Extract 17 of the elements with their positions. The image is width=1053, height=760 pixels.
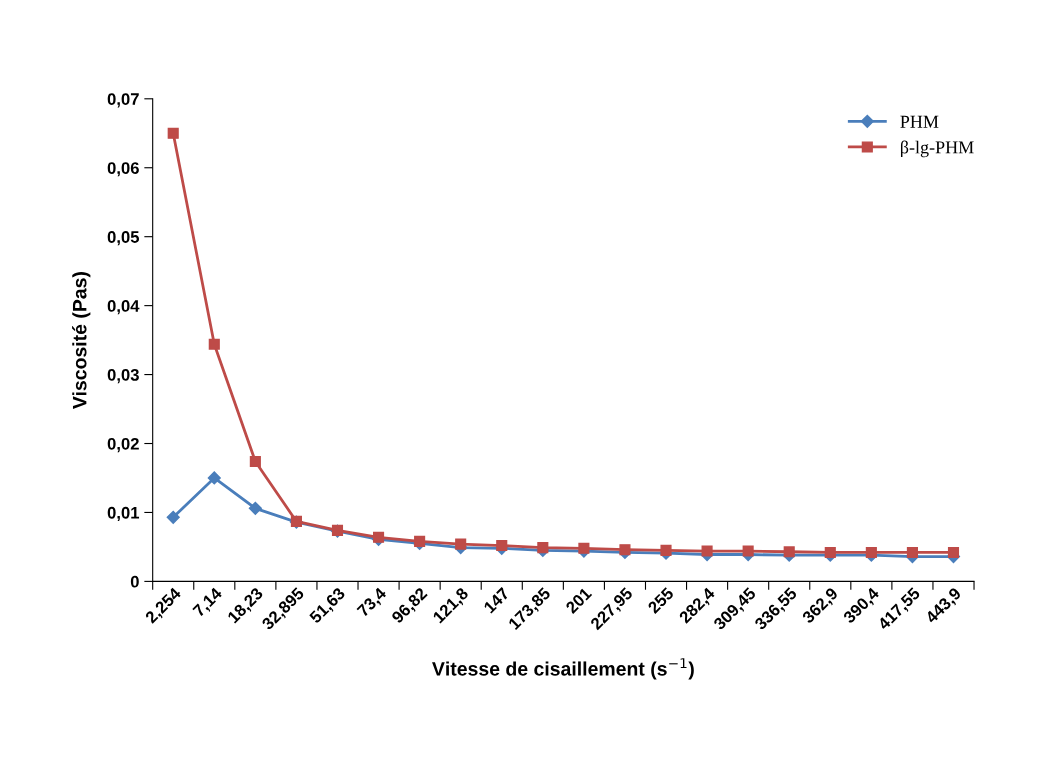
y-tick-label: 0,07 [107, 93, 139, 108]
y-tick-label: 0,04 [107, 300, 140, 315]
y-tick-label: 0,06 [107, 162, 139, 177]
x-axis-title: Vitesse de cisaillement (s$^{−1}$) [432, 658, 694, 680]
x-tick-label: 255 [647, 586, 675, 615]
y-tick-label: 0,03 [107, 368, 139, 384]
y-tick-label: 0,05 [107, 231, 140, 246]
x-tick-label: 147 [483, 587, 510, 614]
legend-label: PHM [900, 115, 939, 128]
legend-label: β-lg-PHM [900, 140, 974, 158]
x-tick-label: 201 [564, 586, 593, 615]
y-tick-label: 0,02 [107, 437, 139, 453]
y-axis-title: Viscosité (Pas) [72, 272, 91, 409]
y-tick-label: 0 [130, 575, 139, 588]
x-tick-label: 7,14 [192, 586, 225, 619]
x-tick-label: 73,4 [356, 586, 389, 619]
y-tick-label: 0,01 [107, 506, 140, 522]
